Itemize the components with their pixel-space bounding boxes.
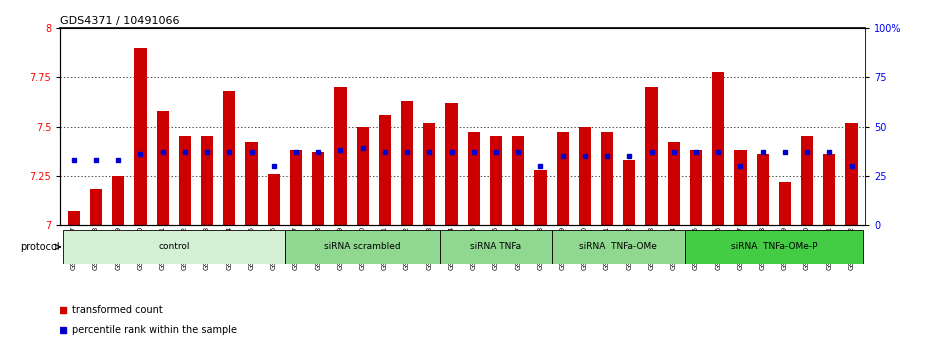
- Bar: [512, 136, 525, 225]
- Text: siRNA  TNFa-OMe-P: siRNA TNFa-OMe-P: [731, 242, 817, 251]
- Bar: [379, 115, 391, 225]
- Bar: [645, 87, 658, 225]
- Bar: [90, 189, 102, 225]
- Bar: [757, 154, 769, 225]
- Bar: [578, 126, 591, 225]
- Text: siRNA  TNFa-OMe: siRNA TNFa-OMe: [579, 242, 658, 251]
- Bar: [778, 182, 791, 225]
- Bar: [285, 230, 441, 264]
- Text: transformed count: transformed count: [73, 305, 163, 315]
- Bar: [445, 103, 458, 225]
- Bar: [490, 136, 502, 225]
- Bar: [401, 101, 413, 225]
- Bar: [134, 48, 147, 225]
- Bar: [468, 132, 480, 225]
- Text: control: control: [158, 242, 190, 251]
- Bar: [845, 122, 857, 225]
- Bar: [441, 230, 551, 264]
- Bar: [735, 150, 747, 225]
- Bar: [246, 142, 258, 225]
- Bar: [156, 111, 168, 225]
- Bar: [551, 230, 684, 264]
- Bar: [601, 132, 613, 225]
- Text: siRNA scrambled: siRNA scrambled: [325, 242, 401, 251]
- Bar: [684, 230, 863, 264]
- Bar: [712, 72, 724, 225]
- Bar: [179, 136, 191, 225]
- Text: protocol: protocol: [20, 242, 60, 252]
- Bar: [623, 160, 635, 225]
- Bar: [335, 87, 347, 225]
- Bar: [268, 174, 280, 225]
- Bar: [535, 170, 547, 225]
- Bar: [201, 136, 213, 225]
- Text: percentile rank within the sample: percentile rank within the sample: [73, 325, 237, 336]
- Bar: [423, 122, 435, 225]
- Bar: [290, 150, 302, 225]
- Bar: [823, 154, 835, 225]
- Bar: [556, 132, 569, 225]
- Bar: [801, 136, 813, 225]
- Bar: [62, 230, 285, 264]
- Bar: [668, 142, 680, 225]
- Bar: [113, 176, 125, 225]
- Bar: [690, 150, 702, 225]
- Bar: [223, 91, 235, 225]
- Text: siRNA TNFa: siRNA TNFa: [471, 242, 522, 251]
- Text: GDS4371 / 10491066: GDS4371 / 10491066: [60, 16, 179, 26]
- Bar: [356, 126, 369, 225]
- Bar: [68, 211, 80, 225]
- Bar: [312, 152, 325, 225]
